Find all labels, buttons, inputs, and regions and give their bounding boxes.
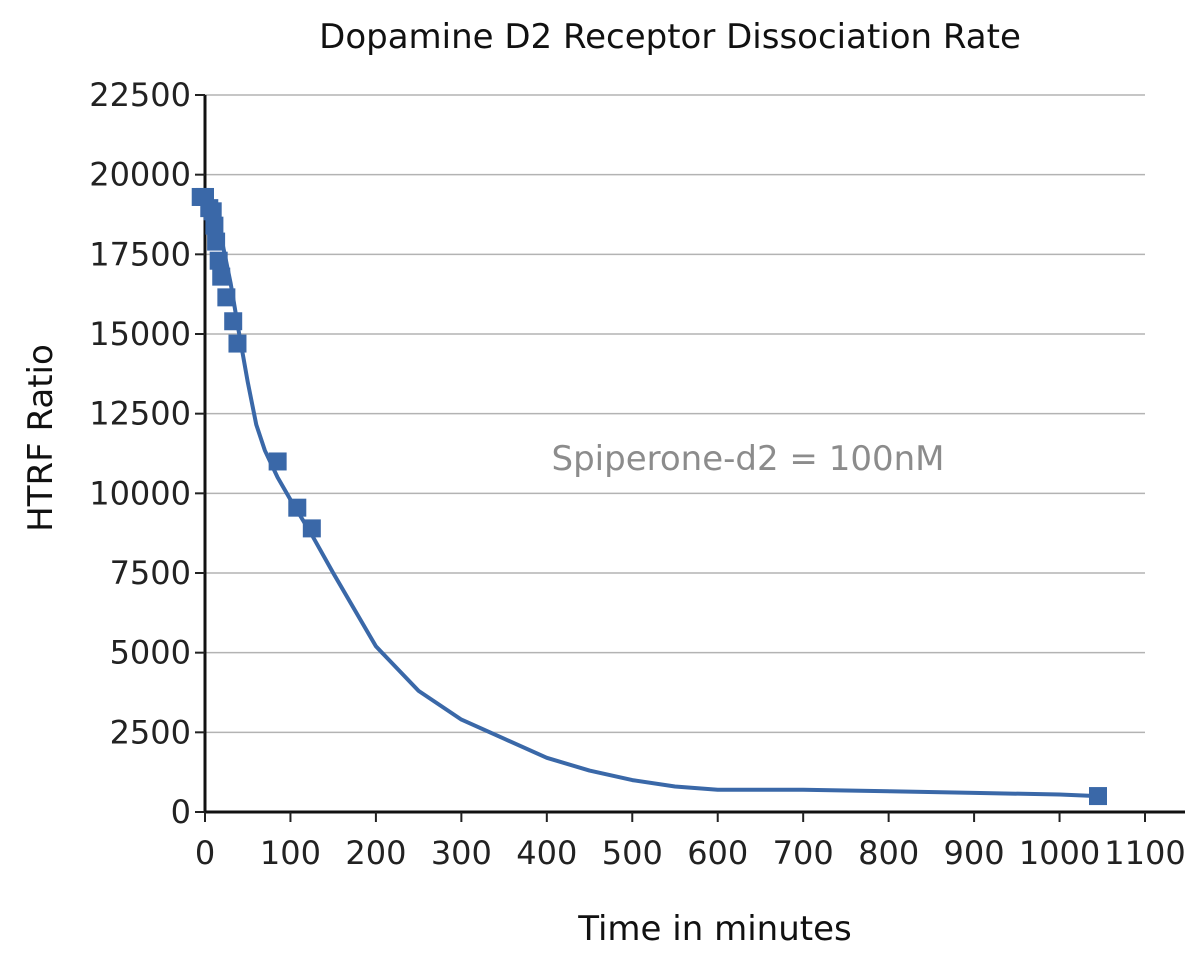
data-point (203, 202, 222, 221)
data-point (224, 312, 243, 331)
chart-title: Dopamine D2 Receptor Dissociation Rate (319, 17, 1021, 57)
x-tick-label: 1100 (1104, 834, 1185, 872)
y-tick-label: 7500 (110, 554, 191, 592)
x-tick-label: 400 (516, 834, 577, 872)
data-point (302, 519, 321, 538)
y-ticks: 0 2500 5000 7500 10000 12500 15000 17500 20000 22… (89, 76, 205, 831)
data-point (217, 288, 236, 307)
x-axis-label: Time in minutes (577, 909, 851, 949)
y-tick-label: 17500 (89, 235, 191, 273)
x-tick-label: 700 (773, 834, 834, 872)
annotation: Spiperone-d2 = 100nM (552, 439, 945, 479)
y-tick-label: 2500 (110, 713, 191, 751)
y-tick-label: 20000 (89, 156, 191, 194)
data-point (1089, 787, 1107, 806)
y-tick-label: 15000 (89, 315, 191, 353)
y-tick-label: 22500 (89, 76, 191, 114)
y-tick-label: 0 (171, 793, 191, 831)
data-point (268, 452, 287, 471)
x-tick-label: 300 (431, 834, 492, 872)
x-tick-label: 100 (260, 834, 321, 872)
data-point (228, 334, 247, 353)
data-point (209, 251, 228, 270)
y-tick-label: 12500 (89, 395, 191, 433)
y-axis-label: HTRF Ratio (21, 344, 61, 532)
data-points (191, 187, 1107, 806)
x-tick-label: 900 (944, 834, 1005, 872)
x-tick-label: 800 (858, 834, 919, 872)
data-point (207, 232, 226, 251)
x-tick-label: 1000 (1019, 834, 1100, 872)
data-point (212, 267, 231, 286)
grid (205, 94, 1145, 734)
data-point (205, 216, 224, 235)
fit-curve (203, 196, 1099, 799)
y-tick-label: 5000 (110, 634, 191, 672)
y-tick-label: 10000 (89, 474, 191, 512)
fit-curve-group (203, 196, 1099, 799)
x-ticks: 0 100 200 300 400 500 600 700 800 900 1000 1100 (195, 812, 1186, 872)
x-tick-label: 0 (195, 834, 215, 872)
data-point (288, 498, 307, 517)
x-tick-label: 600 (687, 834, 748, 872)
x-tick-label: 200 (345, 834, 406, 872)
x-tick-label: 500 (602, 834, 663, 872)
